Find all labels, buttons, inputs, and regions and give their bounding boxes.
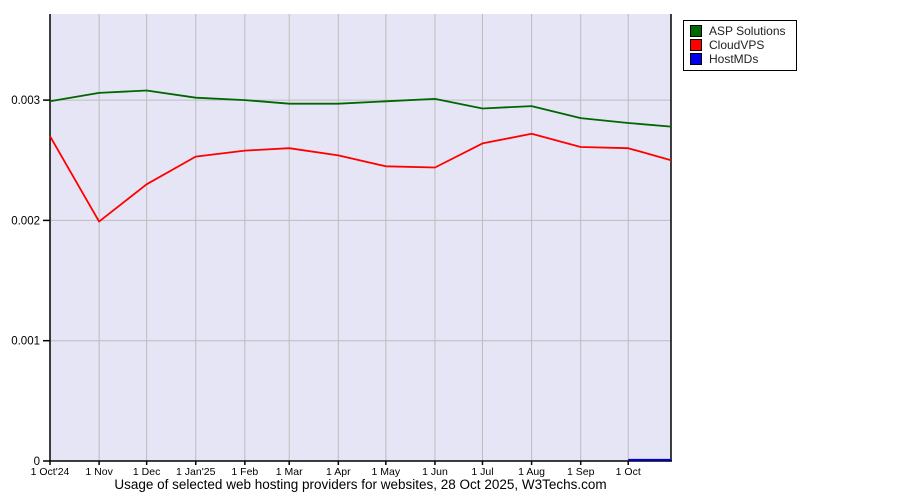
plot-background [50, 14, 671, 461]
x-tick-label: 1 Feb [231, 466, 258, 478]
y-tick-label: 0.001 [11, 336, 40, 348]
x-tick-label: 1 Jul [471, 466, 493, 478]
legend-item-hostmds: HostMDs [690, 52, 786, 66]
series-line-asp-solutions [49, 89, 672, 128]
legend-item-asp-solutions: ASP Solutions [690, 24, 786, 38]
legend-label: HostMDs [709, 52, 759, 66]
chart-legend: ASP Solutions CloudVPS HostMDs [683, 20, 797, 71]
x-tick-label: 1 Aug [518, 466, 545, 478]
x-tick-label: 1 Oct [616, 466, 641, 478]
legend-swatch-blue-icon [690, 53, 702, 65]
x-tick-label: 1 Oct'24 [31, 466, 70, 478]
x-tick-label: 1 Jun [422, 466, 448, 478]
x-tick-label: 1 Mar [276, 466, 303, 478]
chart-title: Usage of selected web hosting providers … [114, 477, 607, 492]
x-tick-label: 1 Nov [85, 466, 113, 478]
x-tick-label: 1 Jan'25 [176, 466, 216, 478]
legend-label: CloudVPS [709, 38, 765, 52]
series-line-cloudvps [49, 132, 672, 223]
x-tick-label: 1 May [372, 466, 401, 478]
y-tick-label: 0.002 [11, 215, 40, 227]
x-tick-label: 1 Dec [133, 466, 160, 478]
y-tick-label: 0 [34, 456, 40, 468]
y-tick-label: 0.003 [11, 95, 40, 107]
legend-label: ASP Solutions [709, 24, 786, 38]
legend-swatch-red-icon [690, 39, 702, 51]
legend-item-cloudvps: CloudVPS [690, 38, 786, 52]
legend-swatch-green-icon [690, 25, 702, 37]
x-tick-label: 1 Sep [567, 466, 595, 478]
x-tick-label: 1 Apr [326, 466, 351, 478]
